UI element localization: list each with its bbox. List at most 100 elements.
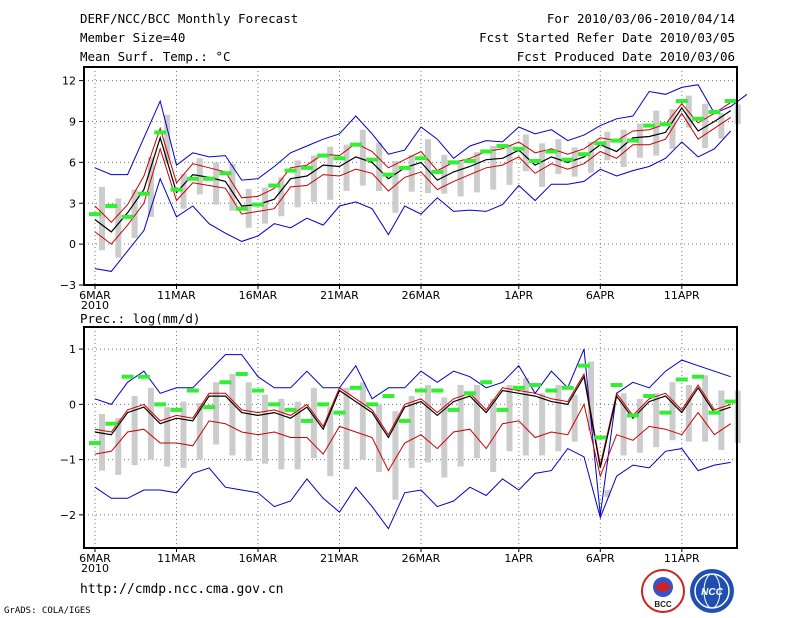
temp-spread-bar [245, 188, 252, 228]
temp-observed-mark [235, 206, 248, 211]
prec-observed-mark [463, 391, 476, 396]
temp-observed-mark [643, 123, 656, 128]
chart-title: DERF/NCC/BCC Monthly Forecast [80, 11, 299, 26]
temp-spread-bar [327, 146, 334, 200]
temp-mean-std-line [94, 101, 731, 224]
prec-spread-bar [245, 382, 252, 461]
temp-spread-bar [473, 152, 480, 193]
temp-xtick-label: 6APR [586, 289, 615, 302]
temp-spread-bar [213, 162, 220, 205]
prec-spread-bar [653, 393, 660, 448]
temp-observed-mark [578, 152, 590, 157]
prec-spread-bar [588, 361, 594, 431]
temp-spread-bar [441, 154, 448, 194]
temp-observed-mark [594, 141, 607, 146]
prec-observed-mark [382, 394, 395, 399]
grads-credit: GrADS: COLA/IGES [4, 606, 91, 616]
prec-observed-mark [203, 405, 216, 410]
temp-observed-mark [105, 203, 118, 208]
ncc-logo: NCC [690, 569, 734, 613]
temp-observed-mark [333, 156, 346, 161]
prec-spread-bar [604, 489, 611, 497]
prec-observed-mark [643, 394, 656, 399]
temp-ytick-label: 6 [69, 156, 76, 169]
temp-observed-mark [463, 159, 476, 164]
prec-observed-mark [333, 410, 346, 415]
prec-observed-mark [480, 380, 493, 385]
prec-observed-mark [529, 383, 542, 388]
temp-spread-bar [376, 142, 383, 191]
prec-observed-mark [692, 374, 705, 379]
temp-xtick-label: 11APR [664, 289, 700, 302]
temp-observed-mark [170, 187, 183, 192]
prec-plot-frame [83, 326, 738, 549]
temp-mean-std-line [94, 112, 731, 245]
prec-spread-bar [685, 385, 692, 442]
temp-observed-mark [317, 153, 330, 158]
prec-xtick-label: 26MAR [402, 552, 441, 565]
temp-ytick-label: −3 [60, 279, 76, 292]
temp-xtick-label: 16MAR [239, 289, 278, 302]
prec-xtick-label: 1APR [504, 552, 533, 565]
temp-ensemble-min-line [94, 130, 732, 272]
fcst-produced-date: Fcst Produced Date 2010/03/06 [516, 49, 735, 64]
temp-ytick-label: 12 [62, 75, 76, 88]
temp-observed-mark [252, 202, 264, 207]
temp-observed-mark [708, 109, 721, 114]
temp-spread-bar [343, 144, 350, 191]
temp-spread-bar [604, 131, 611, 161]
prec-ensemble-max-line [94, 348, 731, 515]
temp-spread-bar [262, 187, 268, 224]
prec-observed-mark [578, 363, 590, 368]
temp-spread-bar [522, 134, 529, 172]
prec-observed-mark [349, 385, 362, 390]
temp-observed-mark [561, 157, 574, 162]
temp-spread-bar [180, 173, 187, 209]
temp-ytick-label: 0 [69, 238, 76, 251]
temp-mean-line [94, 106, 732, 233]
prec-mean-line [94, 374, 731, 469]
prec-observed-mark [366, 402, 379, 407]
prec-spread-bar [620, 393, 627, 456]
prec-spread-bar [392, 411, 399, 500]
prec-xtick-label: 21MAR [320, 552, 359, 565]
prec-observed-mark [415, 388, 427, 393]
temp-spread-bar [392, 161, 399, 213]
prec-spread-bar [425, 385, 431, 463]
temp-observed-mark [89, 212, 101, 217]
temp-observed-mark [447, 160, 460, 165]
prec-xtick-label: 6APR [586, 552, 615, 565]
temp-spread-bar [636, 123, 643, 158]
temp-spread-bar [229, 163, 236, 211]
temp-ensemble-max-line [94, 84, 748, 181]
temp-observed-mark [692, 116, 705, 121]
temp-variable-label: Mean Surf. Temp.: °C [80, 49, 231, 64]
temp-xtick-label: 26MAR [402, 289, 441, 302]
temp-observed-mark [496, 144, 509, 149]
temp-spread-bar [506, 145, 513, 185]
prec-spread-bar [310, 387, 317, 459]
prec-spread-bar [506, 385, 513, 452]
temp-observed-mark [121, 214, 134, 219]
ncc-logo-text: NCC [701, 587, 723, 598]
bcc-logo-text: BCC [654, 600, 672, 609]
temp-observed-mark [529, 159, 542, 164]
temp-observed-mark [300, 165, 313, 170]
prec-observed-mark [219, 380, 232, 385]
prec-spread-bar [164, 407, 171, 467]
prec-observed-mark [137, 374, 150, 379]
prec-observed-mark [545, 388, 558, 393]
prec-observed-mark [512, 385, 525, 390]
prec-spread-bar [522, 378, 529, 456]
prec-observed-mark [154, 402, 167, 407]
member-size-label: Member Size=40 [80, 30, 186, 45]
temp-spread-bar [164, 114, 171, 164]
temp-spread-bar [539, 143, 546, 187]
prec-observed-mark [594, 435, 607, 440]
temp-observed-mark [431, 169, 444, 174]
source-url[interactable]: http://cmdp.ncc.cma.gov.cn [80, 582, 284, 597]
temp-observed-mark [512, 146, 525, 151]
temp-spread-bar [425, 139, 431, 194]
temp-spread-bar [310, 155, 317, 202]
